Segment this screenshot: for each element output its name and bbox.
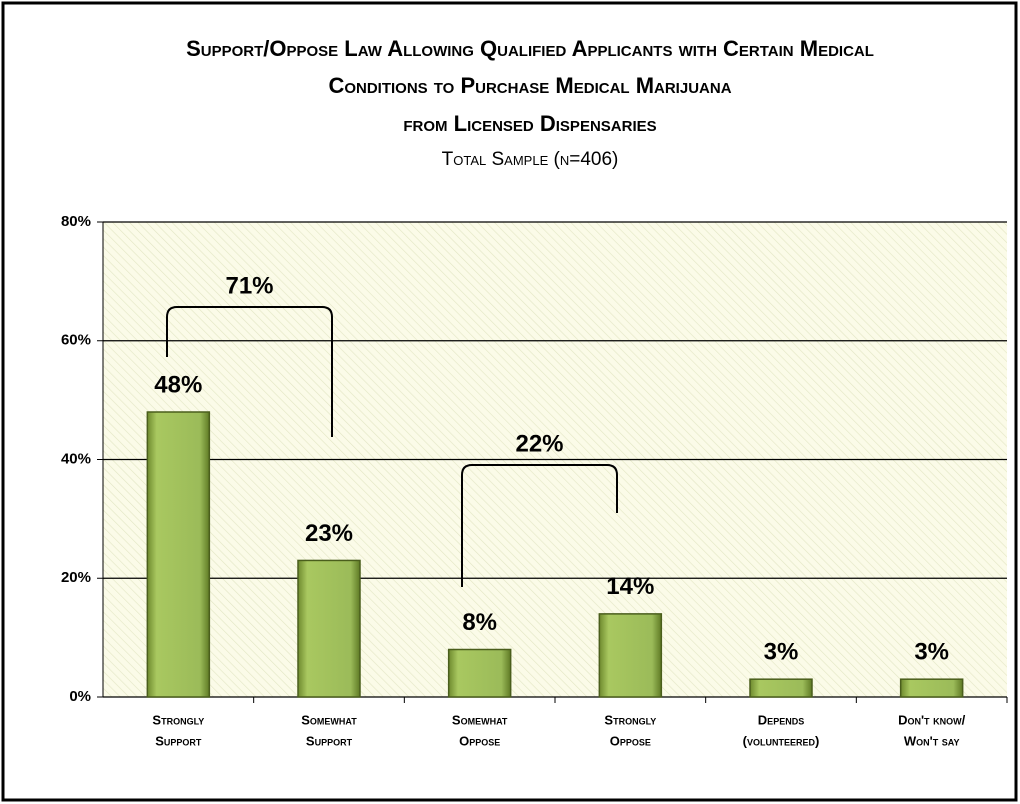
x-tick-label: Oppose (459, 733, 500, 748)
y-tick-label: 60% (61, 332, 91, 349)
y-tick-label: 20% (61, 569, 91, 586)
x-tick-label: Strongly (152, 712, 204, 727)
chart-title: Conditions to Purchase Medical Marijuana (328, 73, 731, 98)
bar (297, 559, 361, 698)
value-label: 14% (606, 573, 654, 600)
chart-title: from Licensed Dispensaries (403, 111, 656, 136)
chart-title: Support/Oppose Law Allowing Qualified Ap… (186, 36, 874, 61)
value-label: 8% (462, 609, 497, 636)
value-label: 3% (764, 639, 799, 666)
x-tick-label: Oppose (610, 733, 651, 748)
x-tick-label: Support (306, 733, 353, 748)
y-tick-label: 80% (61, 213, 91, 230)
bar (447, 648, 512, 698)
value-label: 3% (914, 639, 949, 666)
y-tick-label: 40% (61, 450, 91, 467)
x-tick-label: Strongly (604, 712, 656, 727)
chart-subtitle: Total Sample (n=406) (442, 149, 619, 170)
y-tick-label: 0% (69, 688, 91, 705)
value-label: 23% (305, 520, 353, 547)
bar (899, 678, 964, 698)
x-tick-label: Support (155, 733, 202, 748)
x-tick-label: Don't know/ (898, 712, 966, 727)
x-tick-label: Won't say (904, 733, 960, 748)
value-label: 48% (154, 371, 202, 398)
x-tick-label: (volunteered) (743, 733, 820, 748)
bar (598, 613, 663, 698)
bar (749, 678, 813, 698)
bar (146, 411, 211, 698)
bracket (166, 306, 333, 437)
x-tick-label: Somewhat (452, 712, 508, 727)
x-tick-label: Somewhat (301, 712, 357, 727)
annotation: 71% (225, 272, 273, 299)
x-tick-label: Depends (758, 712, 804, 727)
bracket (461, 464, 618, 587)
annotation: 22% (515, 430, 563, 457)
